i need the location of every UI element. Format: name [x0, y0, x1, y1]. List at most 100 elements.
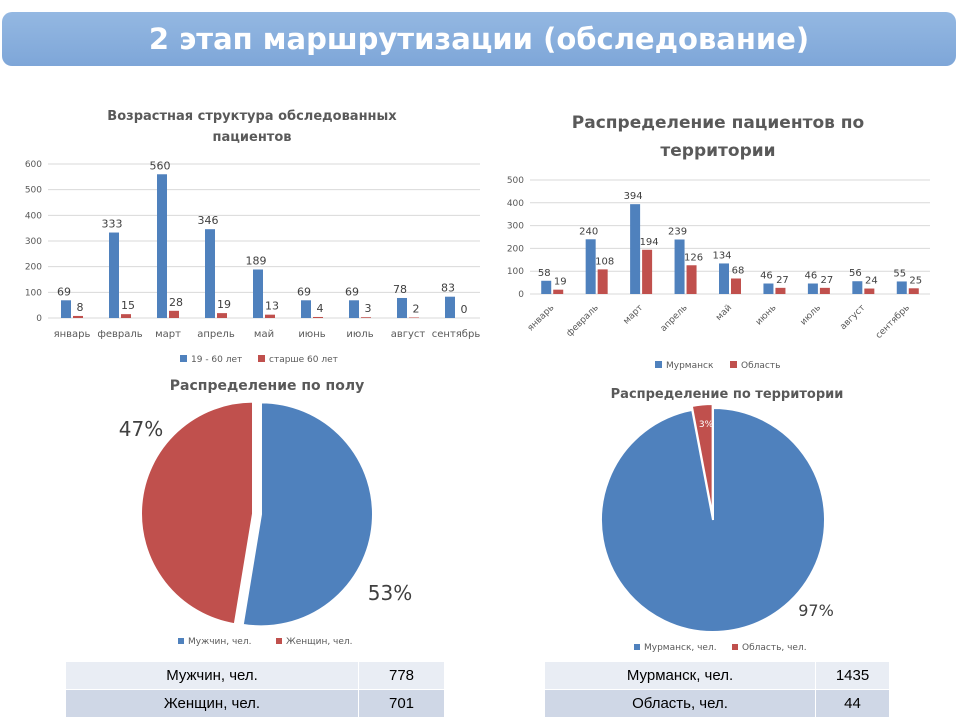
chart-title: пациентов [213, 130, 292, 145]
chart-title: Распределение по полу [170, 378, 364, 394]
chart-title: Распределение пациентов по [572, 113, 864, 133]
legend-label: Область [741, 361, 780, 371]
y-tick-label: 500 [507, 176, 524, 186]
y-tick-label: 300 [25, 237, 42, 247]
data-label: 27 [776, 275, 789, 286]
legend-label: Мурманск, чел. [644, 643, 717, 653]
data-label: 68 [732, 265, 745, 276]
territory-table-value: 1435 [815, 661, 890, 690]
y-tick-label: 300 [507, 222, 524, 232]
data-label: 3 [365, 302, 372, 315]
bar-series2 [775, 287, 786, 294]
gender-table: Мужчин, чел. 778 Женщин, чел. 701 [65, 661, 445, 718]
bar-series1 [807, 283, 818, 294]
data-label: 333 [102, 218, 123, 231]
data-label: 46 [805, 271, 818, 282]
x-tick-label: июнь [754, 303, 778, 327]
territory-table-value: 44 [815, 689, 890, 718]
data-label: 69 [345, 285, 359, 298]
bar-series2 [553, 289, 564, 294]
bar-series2 [686, 265, 697, 294]
legend-label: 19 - 60 лет [191, 355, 242, 365]
bar-series1 [109, 232, 119, 318]
bar-series2 [265, 314, 275, 318]
data-label: 28 [169, 296, 183, 309]
x-tick-label: июль [346, 329, 373, 340]
data-label: 56 [849, 268, 862, 279]
chart-title: территории [660, 141, 775, 161]
bar-series1 [541, 280, 552, 294]
bar-series2 [597, 269, 608, 294]
bar-series2 [642, 249, 653, 294]
legend-label: Женщин, чел. [286, 637, 353, 647]
legend-label: Мужчин, чел. [188, 637, 251, 647]
bar-series2 [409, 317, 419, 318]
table-row: Мужчин, чел. 778 [65, 661, 445, 690]
gender-table-value: 778 [358, 661, 445, 690]
gender-table-label: Женщин, чел. [65, 689, 359, 718]
legend-swatch [634, 644, 640, 650]
bar-series2 [908, 288, 919, 294]
legend-swatch [730, 361, 737, 368]
data-label: 58 [538, 268, 551, 279]
bar-series1 [852, 281, 863, 294]
legend-swatch [655, 361, 662, 368]
data-label: 83 [441, 282, 455, 295]
legend-swatch [276, 638, 282, 644]
data-label: 0 [461, 303, 468, 316]
x-tick-label: сентябрь [874, 303, 912, 341]
bar-series1 [253, 269, 263, 318]
data-label: 346 [198, 214, 219, 227]
data-label: 2 [413, 302, 420, 315]
bar-series1 [445, 296, 455, 318]
y-tick-label: 600 [25, 160, 42, 170]
bar-series2 [169, 310, 179, 318]
gender-table-label: Мужчин, чел. [65, 661, 359, 690]
x-tick-label: август [391, 329, 426, 340]
data-label: 189 [246, 254, 267, 267]
gender-table-value: 701 [358, 689, 445, 718]
data-label: 55 [893, 268, 906, 279]
x-tick-label: июнь [298, 329, 325, 340]
data-label: 25 [909, 275, 922, 286]
pie-slice [241, 401, 374, 628]
legend-swatch [732, 644, 738, 650]
legend-swatch [258, 355, 265, 362]
age-structure-chart: Возрастная структура обследованных пациен… [25, 109, 481, 365]
bar-series1 [630, 204, 641, 294]
data-label: 69 [57, 285, 71, 298]
data-label: 27 [821, 275, 834, 286]
page-title: 2 этап маршрутизации (обследование) [2, 12, 956, 66]
data-label: 240 [579, 226, 598, 237]
pie-label: 47% [119, 417, 163, 441]
bar-series1 [397, 297, 407, 318]
pie-slice [690, 403, 714, 517]
y-tick-label: 0 [36, 314, 42, 324]
x-tick-label: сентябрь [432, 329, 481, 340]
y-tick-label: 0 [518, 290, 524, 300]
data-label: 46 [760, 271, 773, 282]
data-label: 15 [121, 299, 135, 312]
bar-series2 [121, 314, 131, 318]
table-row: Женщин, чел. 701 [65, 689, 445, 718]
data-label: 13 [265, 300, 279, 313]
bar-series2 [864, 288, 875, 294]
bar-series1 [674, 239, 685, 294]
y-tick-label: 400 [25, 211, 42, 221]
data-label: 19 [554, 277, 567, 288]
x-tick-label: апрель [197, 329, 235, 340]
pie-label: 53% [368, 581, 412, 605]
bar-series1 [157, 174, 167, 318]
pie-slice [140, 400, 255, 626]
x-tick-label: февраль [565, 303, 601, 339]
x-tick-label: март [155, 329, 181, 340]
legend-swatch [178, 638, 184, 644]
data-label: 194 [640, 237, 659, 248]
chart-title: Распределение по территории [611, 387, 844, 402]
legend-label: старше 60 лет [269, 355, 338, 365]
x-tick-label: январь [54, 329, 91, 340]
bar-series2 [361, 317, 371, 318]
x-tick-label: март [622, 303, 646, 327]
table-row: Область, чел. 44 [544, 689, 890, 718]
gender-pie-chart: Распределение по полу 53% 47% Мужчин, чел. Ж… [119, 378, 412, 647]
